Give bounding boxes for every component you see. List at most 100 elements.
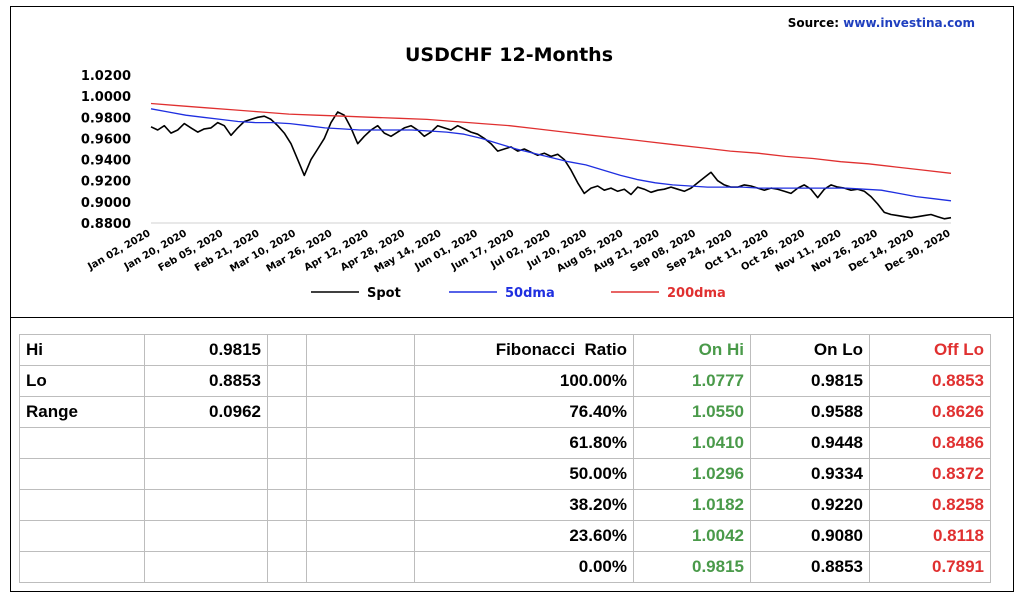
on-lo-value: 0.9334 xyxy=(750,458,870,490)
fib-ratio: 76.40% xyxy=(414,396,634,428)
empty-cell xyxy=(267,396,307,428)
empty-cell xyxy=(306,334,415,366)
table-row: 23.60% 1.0042 0.9080 0.8118 xyxy=(19,520,991,552)
y-tick-label: 0.9000 xyxy=(81,196,131,211)
fib-ratio: 23.60% xyxy=(414,520,634,552)
series-line-spot xyxy=(150,111,952,220)
range-label: Range xyxy=(19,396,145,428)
off-lo-value: 0.8853 xyxy=(869,365,991,397)
off-lo-value: 0.8626 xyxy=(869,396,991,428)
chart-title: USDCHF 12-Months xyxy=(405,44,613,66)
table-row: 0.00% 0.9815 0.8853 0.7891 xyxy=(19,551,991,583)
header-on-lo: On Lo xyxy=(750,334,870,366)
range-value: 0.0962 xyxy=(144,396,268,428)
y-tick-label: 0.9600 xyxy=(81,132,131,147)
table-row: Range 0.0962 76.40% 1.0550 0.9588 0.8626 xyxy=(19,396,991,428)
empty-cell xyxy=(267,551,307,583)
table-row: Lo 0.8853 100.00% 1.0777 0.9815 0.8853 xyxy=(19,365,991,397)
y-tick-label: 0.9200 xyxy=(81,175,131,190)
source-link[interactable]: www.investina.com xyxy=(843,16,975,30)
on-lo-value: 0.8853 xyxy=(750,551,870,583)
empty-cell xyxy=(267,334,307,366)
section-divider xyxy=(11,317,1013,318)
empty-cell xyxy=(144,551,268,583)
on-hi-value: 1.0777 xyxy=(633,365,751,397)
off-lo-value: 0.8258 xyxy=(869,489,991,521)
on-hi-value: 1.0550 xyxy=(633,396,751,428)
on-hi-value: 0.9815 xyxy=(633,551,751,583)
table-row: Hi 0.9815 Fibonacci Ratio On Hi On Lo Of… xyxy=(19,334,991,366)
y-tick-label: 1.0000 xyxy=(81,90,131,105)
empty-cell xyxy=(144,489,268,521)
source-prefix: Source: xyxy=(787,16,840,30)
table-row: 50.00% 1.0296 0.9334 0.8372 xyxy=(19,458,991,490)
series-lines xyxy=(150,102,952,220)
y-tick-label: 0.8800 xyxy=(81,217,131,232)
empty-cell xyxy=(19,551,145,583)
on-lo-value: 0.9080 xyxy=(750,520,870,552)
header-ratio: Fibonacci Ratio xyxy=(414,334,634,366)
empty-cell xyxy=(144,427,268,459)
fibonacci-table: Hi 0.9815 Fibonacci Ratio On Hi On Lo Of… xyxy=(19,334,991,583)
empty-cell xyxy=(306,489,415,521)
empty-cell xyxy=(19,489,145,521)
empty-cell xyxy=(267,520,307,552)
fib-ratio: 61.80% xyxy=(414,427,634,459)
empty-cell xyxy=(267,427,307,459)
chart-panel: Source: www.investina.com USDCHF 12-Mont… xyxy=(11,7,1013,317)
empty-cell xyxy=(267,458,307,490)
y-tick-label: 1.0200 xyxy=(81,69,131,84)
lo-label: Lo xyxy=(19,365,145,397)
table-row: 61.80% 1.0410 0.9448 0.8486 xyxy=(19,427,991,459)
empty-cell xyxy=(144,458,268,490)
series-line-200dma xyxy=(150,102,952,174)
empty-cell xyxy=(144,520,268,552)
on-lo-value: 0.9588 xyxy=(750,396,870,428)
legend-label: Spot xyxy=(367,286,401,301)
empty-cell xyxy=(19,427,145,459)
empty-cell xyxy=(306,551,415,583)
series-line-50dma xyxy=(150,108,952,202)
hi-value: 0.9815 xyxy=(144,334,268,366)
off-lo-value: 0.8372 xyxy=(869,458,991,490)
header-off-lo: Off Lo xyxy=(869,334,991,366)
empty-cell xyxy=(306,458,415,490)
on-lo-value: 0.9220 xyxy=(750,489,870,521)
y-tick-label: 0.9400 xyxy=(81,154,131,169)
on-lo-value: 0.9815 xyxy=(750,365,870,397)
fib-ratio: 38.20% xyxy=(414,489,634,521)
empty-cell xyxy=(306,396,415,428)
fib-ratio: 0.00% xyxy=(414,551,634,583)
on-hi-value: 1.0296 xyxy=(633,458,751,490)
empty-cell xyxy=(267,489,307,521)
legend-label: 50dma xyxy=(505,286,555,301)
on-hi-value: 1.0182 xyxy=(633,489,751,521)
fib-ratio: 100.00% xyxy=(414,365,634,397)
empty-cell xyxy=(306,520,415,552)
legend-label: 200dma xyxy=(667,286,726,301)
y-axis: 1.0200 1.0000 0.9800 0.9600 0.9400 0.9200 0.90… xyxy=(81,69,131,232)
lo-value: 0.8853 xyxy=(144,365,268,397)
on-hi-value: 1.0042 xyxy=(633,520,751,552)
off-lo-value: 0.8118 xyxy=(869,520,991,552)
x-tick-label: Dec 30, 2020 xyxy=(883,228,952,274)
empty-cell xyxy=(267,365,307,397)
table-row: 38.20% 1.0182 0.9220 0.8258 xyxy=(19,489,991,521)
usdchf-line-chart: USDCHF 12-Months 1.0200 1.0000 0.9800 0.960… xyxy=(81,44,953,301)
on-lo-value: 0.9448 xyxy=(750,427,870,459)
empty-cell xyxy=(19,520,145,552)
hi-label: Hi xyxy=(19,334,145,366)
header-on-hi: On Hi xyxy=(633,334,751,366)
report-frame: Source: www.investina.com USDCHF 12-Mont… xyxy=(10,6,1014,592)
off-lo-value: 0.8486 xyxy=(869,427,991,459)
empty-cell xyxy=(306,365,415,397)
y-tick-label: 0.9800 xyxy=(81,111,131,126)
off-lo-value: 0.7891 xyxy=(869,551,991,583)
fib-ratio: 50.00% xyxy=(414,458,634,490)
empty-cell xyxy=(306,427,415,459)
source-note: Source: www.investina.com xyxy=(788,16,975,30)
empty-cell xyxy=(19,458,145,490)
on-hi-value: 1.0410 xyxy=(633,427,751,459)
chart-legend: Spot 50dma 200dma xyxy=(311,286,726,301)
